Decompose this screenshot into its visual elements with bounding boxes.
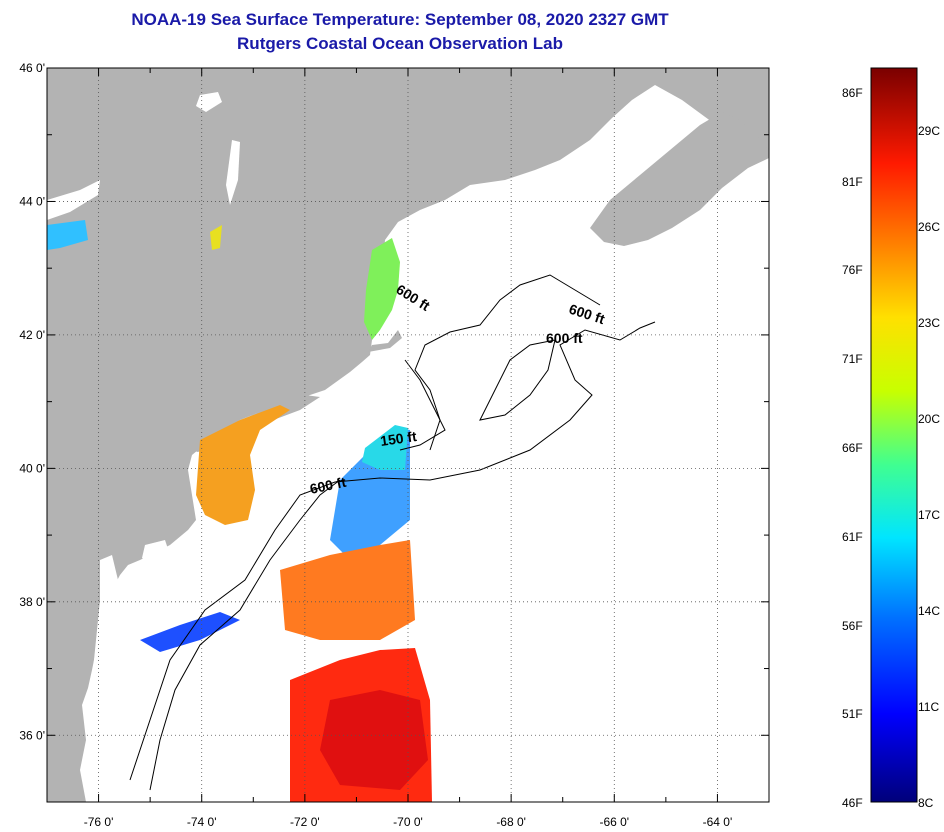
lon-label: -74 0' bbox=[187, 815, 217, 829]
scale-f-46: 46F bbox=[842, 796, 863, 810]
sst-gulfstream-core bbox=[320, 690, 428, 790]
scale-c-17: 17C bbox=[918, 508, 941, 522]
land-mainland bbox=[47, 68, 769, 802]
scale-c-11: 11C bbox=[918, 700, 940, 714]
lon-label: -66 0' bbox=[599, 815, 629, 829]
scale-f-61: 61F bbox=[842, 530, 863, 544]
scale-f-81: 81F bbox=[842, 175, 863, 189]
lat-label: 42 0' bbox=[19, 328, 45, 342]
lake-champlain bbox=[226, 140, 240, 205]
lat-label: 40 0' bbox=[19, 461, 45, 475]
scale-f-71: 71F bbox=[842, 352, 863, 366]
scale-c-14: 14C bbox=[918, 604, 941, 618]
isobath-label-4: 150 ft bbox=[379, 428, 418, 449]
lat-label: 44 0' bbox=[19, 194, 45, 208]
chart-title: NOAA-19 Sea Surface Temperature: Septemb… bbox=[131, 10, 669, 29]
sst-shelf-cyan bbox=[362, 425, 408, 470]
land-nova-scotia bbox=[590, 112, 769, 246]
sst-coastal-yellow bbox=[210, 225, 222, 250]
scale-c-20: 20C bbox=[918, 412, 941, 426]
isobath-lines bbox=[129, 274, 656, 791]
lon-label: -76 0' bbox=[84, 815, 114, 829]
lon-label: -64 0' bbox=[703, 815, 733, 829]
scale-f-51: 51F bbox=[842, 707, 863, 721]
map-axes: 46 0' 44 0' 42 0' 40 0' 38 0' 36 0' -76 0' -74 … bbox=[19, 61, 770, 829]
scale-c-29: 29C bbox=[918, 124, 941, 138]
graticule bbox=[47, 68, 769, 802]
scale-c-26: 26C bbox=[918, 220, 941, 234]
chart-subtitle: Rutgers Coastal Ocean Observation Lab bbox=[237, 34, 563, 53]
chesapeake-bay bbox=[92, 555, 118, 700]
scale-f-76: 76F bbox=[842, 263, 863, 277]
sst-gulf-of-maine-green bbox=[364, 238, 400, 340]
land-cape-cod bbox=[368, 330, 402, 352]
lon-label: -70 0' bbox=[393, 815, 423, 829]
scale-f-86: 86F bbox=[842, 86, 863, 100]
sst-slope-orange bbox=[280, 540, 415, 640]
sst-long-island-orange bbox=[196, 405, 290, 525]
lake-ontario-edge bbox=[47, 180, 100, 220]
scale-f-66: 66F bbox=[842, 441, 863, 455]
color-scale-bar bbox=[870, 67, 918, 803]
isobath-label-5: 600 ft bbox=[308, 474, 347, 497]
scale-c-23: 23C bbox=[918, 316, 941, 330]
scale-f-56: 56F bbox=[842, 619, 863, 633]
lat-label: 46 0' bbox=[19, 61, 45, 75]
lon-label: -72 0' bbox=[290, 815, 320, 829]
isobath-label-3: 600 ft bbox=[546, 330, 583, 346]
sst-coastal-patch bbox=[47, 220, 88, 250]
delaware-bay bbox=[142, 540, 170, 565]
lon-label: -68 0' bbox=[496, 815, 526, 829]
lat-label: 36 0' bbox=[19, 728, 45, 742]
scale-c-8: 8C bbox=[918, 796, 934, 810]
lat-label: 38 0' bbox=[19, 595, 45, 609]
lake-inland bbox=[196, 92, 222, 112]
